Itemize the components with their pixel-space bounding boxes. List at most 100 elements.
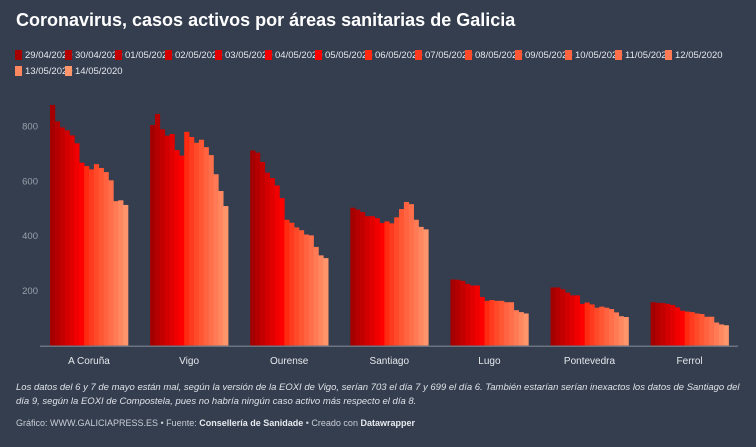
credit-line: Gráfico: WWW.GALICIAPRESS.ES • Fuente: C… <box>16 418 415 428</box>
credit-sep: • Creado con <box>303 418 361 428</box>
legend-label: 03/05/2020 <box>225 49 273 61</box>
bar <box>694 313 700 346</box>
bar <box>154 114 161 346</box>
bar <box>474 285 480 346</box>
bar <box>364 216 371 346</box>
legend-item: 14/05/2020 <box>65 65 123 77</box>
bar <box>455 279 461 346</box>
chart-note: Los datos del 6 y 7 de mayo están mal, s… <box>16 382 740 407</box>
bar <box>394 217 400 346</box>
bar <box>113 201 119 346</box>
bar <box>284 219 290 346</box>
bar <box>650 302 656 346</box>
bar <box>670 304 676 346</box>
y-tick-label: 800 <box>22 122 38 133</box>
bar <box>118 200 124 346</box>
bar <box>294 227 300 346</box>
legend-label: 13/05/2020 <box>25 65 73 77</box>
bar <box>193 142 200 346</box>
legend-swatch <box>665 50 672 60</box>
bar <box>93 164 100 346</box>
bar <box>384 221 390 346</box>
bar <box>74 143 80 346</box>
bar <box>469 285 476 346</box>
bar <box>279 198 285 346</box>
bar <box>255 152 261 346</box>
legend-swatch <box>565 50 572 60</box>
x-tick-label: Lugo <box>478 356 501 367</box>
bar <box>518 312 524 346</box>
credit-source[interactable]: Consellería de Sanidade <box>199 418 304 428</box>
bar <box>623 317 629 346</box>
bar <box>660 303 666 346</box>
legend-swatch <box>65 66 72 76</box>
bar <box>450 279 456 346</box>
bar <box>460 280 466 346</box>
bar <box>689 312 695 346</box>
bar <box>369 216 375 346</box>
bar <box>418 226 424 346</box>
bar <box>655 302 661 346</box>
bar <box>298 230 305 346</box>
bar <box>169 134 175 346</box>
legend-swatch <box>465 50 472 60</box>
bar <box>350 207 356 346</box>
legend-swatch <box>265 50 272 60</box>
legend-item: 08/05/2020 <box>465 49 523 61</box>
bar <box>84 166 90 346</box>
bar <box>218 190 224 346</box>
bar <box>174 150 180 346</box>
bar <box>718 324 725 346</box>
legend-label: 06/05/2020 <box>375 49 423 61</box>
legend-label: 02/05/2020 <box>175 49 223 61</box>
x-tick-label: Santiago <box>370 356 410 367</box>
x-tick-label: A Coruña <box>68 356 110 367</box>
legend-item: 02/05/2020 <box>165 49 223 61</box>
bar <box>313 246 319 346</box>
bar <box>709 316 715 346</box>
bar <box>374 218 380 346</box>
bar <box>684 311 690 346</box>
legend-swatch <box>15 50 22 60</box>
bar <box>508 302 515 346</box>
bar <box>484 300 490 346</box>
legend-label: 10/05/2020 <box>575 49 623 61</box>
legend-label: 07/05/2020 <box>425 49 473 61</box>
bar <box>250 150 256 346</box>
legend-label: 14/05/2020 <box>75 65 123 77</box>
bar <box>379 223 385 346</box>
credit-tool[interactable]: Datawrapper <box>360 418 415 428</box>
bar <box>103 172 109 346</box>
bar <box>213 174 219 346</box>
bar <box>679 310 686 346</box>
legend-item: 29/04/2020 <box>15 49 73 61</box>
y-tick-label: 600 <box>22 176 38 187</box>
bar <box>423 229 429 346</box>
bar <box>704 316 710 346</box>
legend-item: 04/05/2020 <box>265 49 323 61</box>
bar <box>184 131 190 346</box>
legend-item: 12/05/2020 <box>665 49 723 61</box>
bar <box>584 302 590 346</box>
bar <box>413 219 419 346</box>
bar <box>403 201 410 346</box>
legend-label: 30/04/2020 <box>75 49 123 61</box>
legend-swatch <box>65 50 72 60</box>
bar <box>699 314 705 346</box>
bar <box>64 130 70 346</box>
bar <box>269 178 275 346</box>
legend-label: 05/05/2020 <box>325 49 373 61</box>
bar <box>713 322 720 346</box>
bar <box>408 204 414 346</box>
legend-label: 01/05/2020 <box>125 49 173 61</box>
bar <box>555 287 561 346</box>
legend: 29/04/2020 30/04/2020 01/05/2020 02/05/2020… <box>15 49 750 77</box>
bar <box>574 295 581 346</box>
bar <box>289 222 295 346</box>
legend-item: 09/05/2020 <box>515 49 573 61</box>
bar <box>108 180 114 346</box>
bar <box>494 300 500 346</box>
credit-sep: • Fuente: <box>158 418 200 428</box>
x-tick-label: Vigo <box>179 356 199 367</box>
bar <box>274 185 280 346</box>
